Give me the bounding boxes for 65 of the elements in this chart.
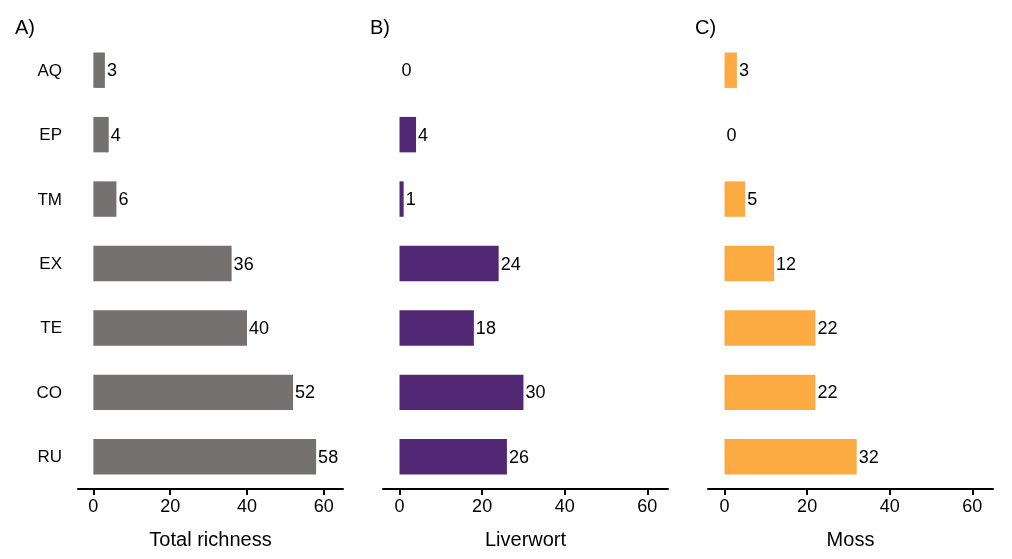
data-label: 3 bbox=[106, 60, 117, 81]
bar bbox=[399, 116, 417, 153]
bar bbox=[93, 245, 232, 282]
x-tick-label: 20 bbox=[472, 496, 493, 516]
bar bbox=[724, 374, 816, 411]
data-label: 5 bbox=[747, 189, 758, 210]
data-label: 40 bbox=[248, 317, 270, 338]
x-tick-label: 40 bbox=[236, 496, 257, 516]
x-tick-label: 40 bbox=[879, 496, 900, 516]
bar bbox=[724, 245, 775, 282]
data-label: 24 bbox=[500, 253, 521, 274]
y-tick-label: EP bbox=[39, 125, 62, 145]
x-tick-label: 0 bbox=[719, 496, 730, 516]
bar bbox=[93, 181, 117, 217]
bar bbox=[399, 245, 499, 282]
y-tick-label: AQ bbox=[37, 60, 62, 80]
data-label: 6 bbox=[118, 189, 129, 210]
data-label: 58 bbox=[318, 446, 339, 467]
data-label: 18 bbox=[475, 317, 496, 338]
bar bbox=[399, 439, 507, 475]
bar bbox=[93, 310, 247, 346]
bar bbox=[93, 52, 105, 88]
x-axis-title: Liverwort bbox=[484, 528, 567, 550]
data-label: 22 bbox=[817, 317, 838, 338]
data-label: 0 bbox=[726, 124, 737, 145]
y-tick-label: RU bbox=[37, 447, 62, 467]
data-label: 22 bbox=[817, 382, 838, 403]
x-tick-label: 20 bbox=[797, 496, 818, 516]
y-tick-label: EX bbox=[39, 254, 62, 273]
data-label: 52 bbox=[295, 382, 316, 403]
bar bbox=[399, 374, 524, 411]
x-tick-label: 60 bbox=[637, 496, 658, 516]
chart-title: B) bbox=[370, 16, 390, 38]
data-label: 32 bbox=[858, 446, 879, 467]
bar bbox=[93, 439, 317, 475]
data-label: 12 bbox=[776, 253, 797, 274]
data-label: 3 bbox=[738, 60, 749, 81]
x-tick-label: 60 bbox=[313, 496, 334, 516]
x-axis-title: Moss bbox=[826, 528, 875, 550]
bar bbox=[724, 52, 737, 88]
x-tick-label: 0 bbox=[394, 496, 405, 516]
y-tick-label: CO bbox=[36, 382, 62, 402]
bar bbox=[93, 374, 294, 411]
y-tick-label: TE bbox=[40, 318, 62, 338]
x-tick-label: 60 bbox=[962, 496, 983, 516]
data-label: 4 bbox=[110, 124, 121, 145]
x-axis-title: Total richness bbox=[149, 528, 272, 550]
bar bbox=[724, 181, 746, 217]
x-tick-label: 0 bbox=[88, 496, 99, 516]
chart-title: C) bbox=[695, 16, 717, 38]
bar bbox=[399, 181, 404, 217]
bar bbox=[93, 116, 109, 153]
bar bbox=[724, 439, 857, 475]
data-label: 0 bbox=[401, 60, 412, 81]
data-label: 30 bbox=[525, 382, 546, 403]
data-label: 26 bbox=[508, 446, 529, 467]
x-tick-label: 40 bbox=[554, 496, 575, 516]
bar bbox=[724, 310, 816, 346]
data-label: 36 bbox=[233, 253, 254, 274]
data-label: 1 bbox=[405, 189, 416, 210]
x-tick-label: 20 bbox=[160, 496, 181, 516]
data-label: 4 bbox=[418, 124, 429, 145]
y-tick-label: TM bbox=[37, 189, 62, 209]
chart-title: A) bbox=[15, 16, 35, 38]
bar bbox=[399, 310, 474, 346]
